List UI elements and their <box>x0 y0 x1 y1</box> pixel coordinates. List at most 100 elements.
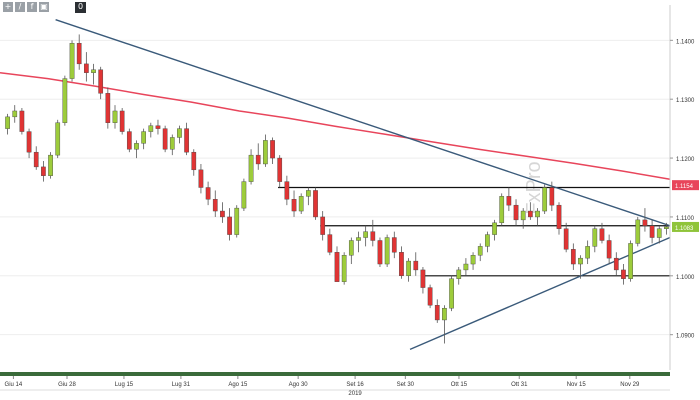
candlestick <box>606 234 612 265</box>
candlestick <box>621 264 626 285</box>
candle-body <box>33 151 39 168</box>
candlestick <box>284 175 290 206</box>
candlestick <box>91 63 96 85</box>
candle-body <box>656 228 662 238</box>
candlestick <box>463 258 469 276</box>
candlestick <box>485 231 490 253</box>
candle-body <box>220 210 225 218</box>
candlestick <box>198 163 204 194</box>
candlestick <box>642 208 648 232</box>
candlestick <box>585 240 590 265</box>
last-price-price-tag <box>672 221 699 232</box>
price-tick-label: 1.1300 <box>676 98 695 104</box>
candle-body <box>19 110 25 132</box>
candlestick <box>384 234 390 267</box>
candle-body <box>621 269 626 279</box>
crosshair-tool-button[interactable]: + <box>3 2 13 12</box>
candle-body <box>492 222 497 235</box>
drawings-counter-badge[interactable]: 0 <box>75 2 86 13</box>
candlestick <box>434 299 440 323</box>
candle-body <box>169 137 175 150</box>
candlestick <box>41 161 46 182</box>
candlestick <box>442 305 447 344</box>
candlestick <box>220 202 225 223</box>
candle-body <box>62 78 68 123</box>
last-price-price-tag-label: 1.1083 <box>675 226 694 232</box>
annotation-tool-button[interactable]: f <box>27 2 37 12</box>
time-tick-label: Ott 15 <box>451 382 468 388</box>
candlestick <box>62 75 68 126</box>
candle-body <box>570 249 576 265</box>
candlestick <box>277 155 283 188</box>
candlestick <box>291 190 297 217</box>
candle-body <box>255 154 261 165</box>
candlestick <box>148 122 154 138</box>
candlestick <box>320 211 326 241</box>
candle-body <box>391 237 397 253</box>
candle-body <box>313 190 318 218</box>
candlestick <box>248 149 254 185</box>
price-tick-label: 1.1400 <box>676 39 695 45</box>
candle-body <box>177 128 182 138</box>
candle-body <box>613 257 619 271</box>
candle-body <box>628 243 633 279</box>
candle-body <box>205 187 211 200</box>
time-tick-label: Giu 14 <box>5 382 23 388</box>
candle-body <box>105 93 111 123</box>
chart-toolbar: + / f ▣ 0 <box>3 2 86 13</box>
candlestick <box>348 237 354 265</box>
candle-body <box>513 204 519 221</box>
candlestick <box>599 222 605 244</box>
trendline[interactable] <box>55 19 671 227</box>
candlestick <box>184 122 189 156</box>
candle-body <box>520 210 526 221</box>
zoom-tool-button[interactable]: ▣ <box>39 2 49 12</box>
candle-body <box>334 252 340 282</box>
candle-body <box>91 69 96 73</box>
candle-body <box>449 278 454 309</box>
candlestick <box>470 252 476 270</box>
candle-body <box>549 187 555 206</box>
candlestick <box>141 128 146 150</box>
candlestick <box>341 252 347 285</box>
candle-body <box>413 260 419 271</box>
candle-body <box>470 255 476 265</box>
candle-body <box>69 43 75 79</box>
candle-body <box>485 234 490 247</box>
candle-body <box>592 228 598 247</box>
moving-average-price-tag-label: 1.1154 <box>675 184 694 190</box>
candle-body <box>370 231 376 241</box>
candle-body <box>270 140 275 159</box>
candlestick <box>191 149 197 176</box>
candlestick <box>334 246 340 282</box>
candlestick <box>356 231 361 253</box>
candlestick <box>26 128 32 159</box>
year-label: 2019 <box>348 391 362 397</box>
candlestick <box>656 225 662 244</box>
time-tick-label: Set 16 <box>346 382 364 388</box>
candlestick <box>506 187 512 212</box>
time-axis-band <box>0 372 670 376</box>
candlestick <box>205 181 211 206</box>
candle-body <box>241 181 247 209</box>
candlestick <box>399 246 404 279</box>
trendline[interactable] <box>409 236 671 351</box>
time-tick-label: Ago 30 <box>289 382 309 388</box>
candlestick <box>664 222 669 235</box>
candle-body <box>578 257 583 265</box>
candlestick <box>33 146 39 170</box>
candle-body <box>227 216 232 235</box>
candle-body <box>599 228 605 241</box>
time-tick-label: Nov 15 <box>567 382 587 388</box>
candle-body <box>298 196 304 212</box>
candle-body <box>664 226 669 229</box>
candle-body <box>477 246 483 256</box>
candle-body <box>456 269 462 279</box>
draw-line-tool-button[interactable]: / <box>15 2 25 12</box>
time-tick-label: Set 30 <box>397 382 415 388</box>
candlestick <box>241 178 247 212</box>
moving-average-line <box>0 71 671 181</box>
candlestick <box>134 140 139 159</box>
candlestick <box>5 113 10 135</box>
